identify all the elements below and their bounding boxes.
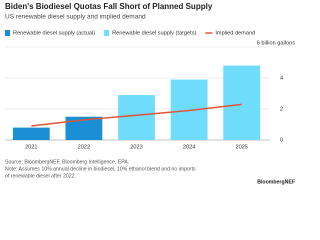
x-tick-label: 2021	[25, 144, 37, 150]
legend-swatch	[104, 30, 110, 36]
source: Source: BloombergNEF, Bloomberg Intellig…	[5, 159, 129, 165]
bar	[12, 127, 50, 140]
y-tick-label: 4	[280, 75, 283, 81]
bar	[118, 95, 155, 140]
bar	[223, 65, 261, 140]
x-tick-label: 2024	[183, 144, 195, 150]
y-tick-label: 2	[280, 106, 283, 112]
legend-label: Renewable diesel supply (actual)	[13, 30, 95, 36]
chart-subtitle: US renewable diesel supply and implied d…	[5, 14, 146, 21]
chart-title: Biden's Biodiesel Quotas Fall Short of P…	[5, 2, 213, 11]
y-tick-label: 6 billion gallons	[257, 40, 295, 46]
note: Note: Assumes 10% annual decline in biod…	[5, 166, 196, 172]
x-tick-label: 2023	[130, 144, 142, 150]
legend-label: Renewable diesel supply (targets)	[112, 30, 196, 36]
y-tick-label: 0	[280, 137, 283, 143]
brand: BloombergNEF	[257, 179, 295, 185]
line	[31, 103, 242, 127]
x-tick-label: 2022	[78, 144, 90, 150]
x-tick-label: 2025	[235, 144, 247, 150]
bar	[65, 116, 103, 140]
legend-swatch	[5, 30, 10, 36]
legend-label: Implied demand	[215, 30, 255, 36]
note: of renewable diesel after 2022.	[5, 173, 76, 179]
chart: Biden's Biodiesel Quotas Fall Short of P…	[5, 2, 295, 185]
